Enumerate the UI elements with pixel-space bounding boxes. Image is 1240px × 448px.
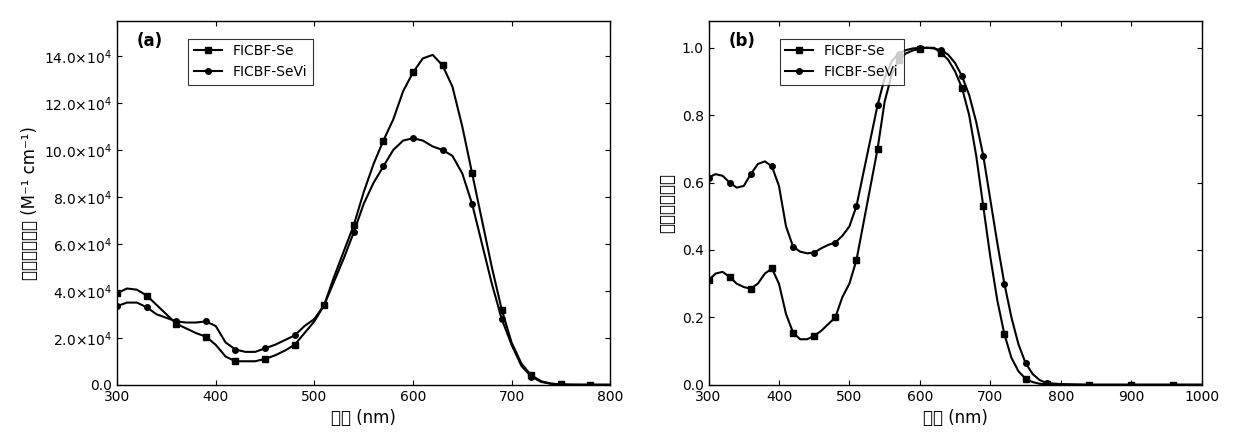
FICBF-Se xyxy=(1053,382,1068,388)
FICBF-Se xyxy=(475,218,490,223)
FICBF-Se xyxy=(218,354,233,359)
Text: (a): (a) xyxy=(136,32,162,50)
FICBF-Se xyxy=(268,353,283,358)
FICBF-Se xyxy=(771,281,786,286)
Text: (b): (b) xyxy=(728,32,755,50)
FICBF-Se xyxy=(968,153,983,158)
Line: FICBF-SeVi: FICBF-SeVi xyxy=(706,45,1204,388)
FICBF-SeVi xyxy=(968,119,983,125)
Legend: FICBF-Se, FICBF-SeVi: FICBF-Se, FICBF-SeVi xyxy=(188,39,312,85)
FICBF-Se xyxy=(821,321,836,327)
FICBF-SeVi xyxy=(807,250,822,255)
FICBF-SeVi xyxy=(913,45,928,51)
FICBF-SeVi xyxy=(258,346,273,351)
Y-axis label: 归一化吸光度: 归一化吸光度 xyxy=(658,173,676,233)
Legend: FICBF-Se, FICBF-SeVi: FICBF-Se, FICBF-SeVi xyxy=(780,39,904,85)
FICBF-SeVi xyxy=(593,382,608,388)
FICBF-SeVi xyxy=(268,342,283,348)
FICBF-SeVi xyxy=(445,153,460,159)
FICBF-SeVi xyxy=(842,224,857,229)
FICBF-SeVi xyxy=(603,382,618,388)
FICBF-Se xyxy=(919,45,934,51)
Line: FICBF-Se: FICBF-Se xyxy=(706,45,1204,388)
Line: FICBF-SeVi: FICBF-SeVi xyxy=(114,135,613,388)
FICBF-Se xyxy=(593,382,608,388)
FICBF-Se xyxy=(445,84,460,89)
FICBF-Se xyxy=(701,278,715,283)
FICBF-Se xyxy=(109,290,124,296)
FICBF-SeVi xyxy=(1081,382,1096,388)
FICBF-SeVi xyxy=(475,241,490,246)
X-axis label: 波长 (nm): 波长 (nm) xyxy=(923,409,987,427)
FICBF-SeVi xyxy=(109,303,124,309)
Line: FICBF-Se: FICBF-Se xyxy=(114,52,613,388)
FICBF-Se xyxy=(807,333,822,339)
FICBF-Se xyxy=(258,356,273,362)
Y-axis label: 摩尔吸光系数 (M⁻¹ cm⁻¹): 摩尔吸光系数 (M⁻¹ cm⁻¹) xyxy=(21,126,38,280)
FICBF-SeVi xyxy=(405,136,420,141)
FICBF-Se xyxy=(1194,382,1209,388)
FICBF-SeVi xyxy=(701,175,715,180)
FICBF-SeVi xyxy=(218,340,233,345)
FICBF-Se xyxy=(425,52,440,57)
FICBF-Se xyxy=(603,382,618,388)
FICBF-SeVi xyxy=(771,183,786,189)
FICBF-SeVi xyxy=(835,233,849,238)
X-axis label: 波长 (nm): 波长 (nm) xyxy=(331,409,396,427)
FICBF-Se xyxy=(842,281,857,286)
FICBF-Se xyxy=(835,294,849,300)
FICBF-SeVi xyxy=(821,242,836,248)
FICBF-SeVi xyxy=(1194,382,1209,388)
